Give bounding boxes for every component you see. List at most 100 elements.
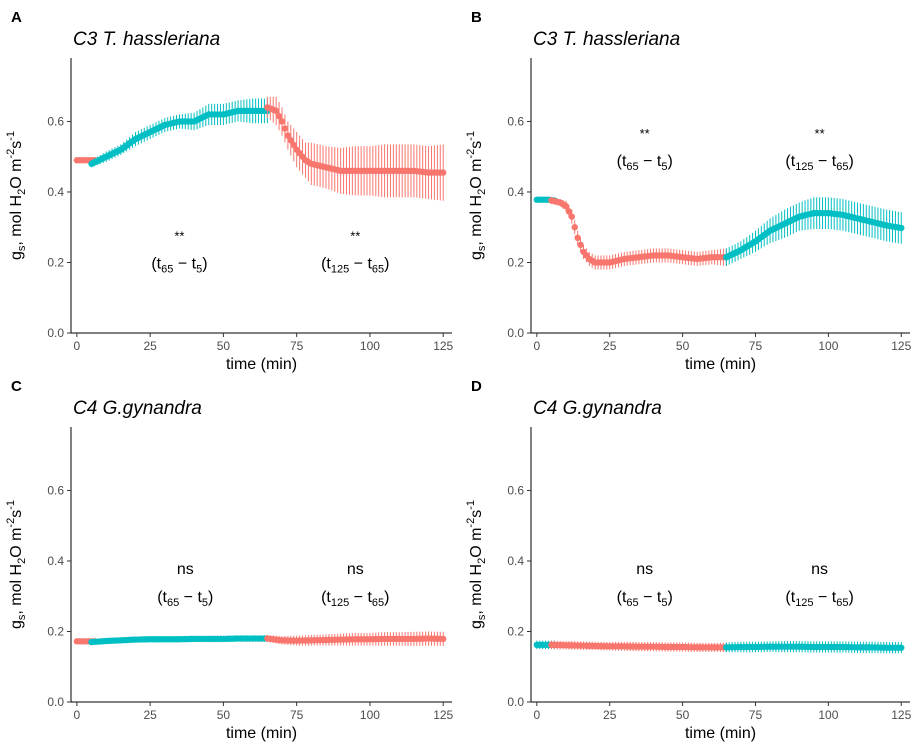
data-point <box>284 132 292 139</box>
y-axis-label-part: s <box>8 141 25 149</box>
chart-title: C4 G.gynandra <box>533 398 662 419</box>
y-axis-label-part: -1 <box>465 131 477 141</box>
y-axis-label-part: 2 <box>16 558 28 564</box>
x-tick-label: 25 <box>143 708 157 722</box>
x-tick-label: 75 <box>290 708 304 722</box>
y-axis-label-part: g <box>468 251 485 260</box>
comparison-label: (t125 − t65) <box>785 589 853 609</box>
y-tick-label: 0.2 <box>507 624 524 638</box>
y-tick-label: 0.2 <box>47 624 64 638</box>
comparison-part: (t <box>321 255 331 272</box>
comparison-label: (t125 − t65) <box>321 255 389 275</box>
comparison-part: 65 <box>167 597 179 609</box>
data-point <box>565 208 573 215</box>
comparison-part: (t <box>157 589 167 606</box>
y-tick-label: 0.6 <box>507 483 524 497</box>
x-axis-label: time (min) <box>226 725 297 742</box>
data-point <box>571 224 578 231</box>
significance-label: ** <box>815 126 825 141</box>
y-axis-label-part: -2 <box>5 518 17 528</box>
comparison-part: 65 <box>626 161 638 173</box>
y-axis-label-part: g <box>8 620 25 629</box>
y-axis-label-part: -2 <box>465 518 477 528</box>
x-tick-label: 75 <box>749 708 763 722</box>
comparison-part: 65 <box>372 263 384 275</box>
data-point <box>440 169 447 176</box>
x-tick-label: 0 <box>74 339 81 353</box>
comparison-part: (t <box>785 589 795 606</box>
x-axis-label: time (min) <box>685 356 756 373</box>
data-point <box>568 213 576 220</box>
y-axis-label: gs, mol H2O m-2s-1 <box>5 500 28 629</box>
comparison-part: (t <box>151 255 161 272</box>
significance-annotation: ns (t125 − t65) <box>785 561 853 609</box>
comparison-part: 5 <box>661 597 667 609</box>
data-point <box>898 224 905 232</box>
y-tick-label: 0.6 <box>47 114 64 128</box>
comparison-part: ) <box>384 589 389 606</box>
x-tick-label: 50 <box>217 708 231 722</box>
x-axis-label: time (min) <box>685 725 756 742</box>
comparison-label: (t65 − t5) <box>617 589 673 609</box>
y-axis-label: gs, mol H2O m-2s-1 <box>5 131 28 260</box>
y-axis-label: gs, mol H2O m-2s-1 <box>465 131 488 260</box>
x-tick-label: 75 <box>290 339 304 353</box>
x-tick-label: 25 <box>143 339 157 353</box>
y-axis-label-part: -2 <box>465 149 477 159</box>
data-point <box>577 241 584 249</box>
x-tick-label: 50 <box>217 339 231 353</box>
y-axis-label-part: , mol H <box>8 564 25 615</box>
y-axis-label-part: g <box>8 251 25 260</box>
series-teal <box>88 98 271 168</box>
y-axis-label-part: 2 <box>476 189 488 195</box>
y-axis-label-part: 2 <box>16 189 28 195</box>
significance-label: ** <box>350 228 360 243</box>
y-axis-label-part: s <box>468 141 485 149</box>
significance-annotation: ** (t65 − t5) <box>617 126 673 173</box>
significance-label: ** <box>640 126 650 141</box>
y-axis-label-part: , mol H <box>8 195 25 246</box>
comparison-label: (t65 − t5) <box>617 153 673 173</box>
significance-label: ns <box>636 561 653 578</box>
x-tick-label: 25 <box>603 708 617 722</box>
significance-label: ns <box>177 561 194 578</box>
x-axis-label: time (min) <box>226 356 297 373</box>
comparison-part: ) <box>384 255 389 272</box>
y-tick-label: 0.0 <box>507 695 524 709</box>
comparison-part: 125 <box>331 263 349 275</box>
significance-label: ns <box>811 561 828 578</box>
comparison-label: (t125 − t65) <box>321 589 389 609</box>
significance-label: ** <box>174 228 184 243</box>
x-tick-label: 0 <box>533 339 540 353</box>
y-axis-label-part: s <box>476 245 488 251</box>
x-tick-label: 0 <box>74 708 81 722</box>
x-tick-label: 75 <box>749 339 763 353</box>
data-point <box>898 644 905 651</box>
panel-label: C <box>11 378 22 395</box>
x-tick-label: 0 <box>533 708 540 722</box>
y-axis-label-part: s <box>8 510 25 518</box>
significance-annotation: ns (t125 − t65) <box>321 561 389 609</box>
comparison-part: ) <box>667 153 672 170</box>
comparison-label: (t125 − t65) <box>785 153 853 173</box>
y-axis-label-part: O m <box>8 528 25 558</box>
chart-title: C3 T. hassleriana <box>533 29 680 50</box>
y-axis-label-part: -1 <box>5 131 17 141</box>
significance-annotation: ns (t65 − t5) <box>157 561 213 609</box>
data-point <box>275 112 283 120</box>
data-point <box>574 234 581 242</box>
x-tick-label: 100 <box>818 708 838 722</box>
significance-annotation: ** (t65 − t5) <box>151 228 207 275</box>
significance-annotation: ** (t125 − t65) <box>321 228 389 275</box>
comparison-part: (t <box>785 153 795 170</box>
comparison-part: ) <box>667 589 672 606</box>
panel-label: A <box>11 9 22 26</box>
comparison-part: ) <box>202 255 207 272</box>
y-tick-label: 0.4 <box>47 554 64 568</box>
significance-annotation: ** (t125 − t65) <box>785 126 853 173</box>
